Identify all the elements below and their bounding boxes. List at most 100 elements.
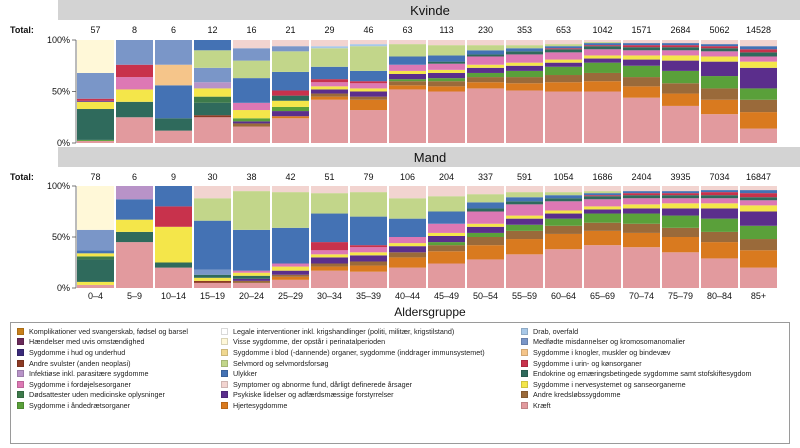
- x-tick-label: 50–54: [473, 291, 498, 301]
- bar-segment-ulykker: [77, 250, 114, 254]
- bar-segment-urin: [584, 45, 621, 47]
- x-tick-label: 80–84: [707, 291, 732, 301]
- bar-segment-symptomer: [428, 40, 465, 46]
- legend-label: Legale interventioner inkl. krigshandlin…: [233, 326, 455, 336]
- total-value: 6: [171, 25, 176, 35]
- bar-segment-symptomer: [662, 186, 699, 192]
- bar-segment-kraeft: [155, 267, 192, 288]
- x-tick-label: 70–74: [629, 291, 654, 301]
- y-tick-label: 100%: [47, 181, 70, 191]
- bar-segment-endokrin: [545, 198, 582, 202]
- bar-segment-fordoejelse: [662, 198, 699, 204]
- legend-swatch: [17, 359, 24, 367]
- bar-segment-kraeft: [545, 91, 582, 143]
- bar-segment-fordoejelse: [233, 270, 270, 273]
- bar-segment-kraeft: [77, 284, 114, 288]
- legend-item-doedsattester: Dødsattester uden medicinske oplysninger: [17, 390, 221, 401]
- bar-segment-urin: [701, 192, 738, 196]
- bar-segment-symptomer: [701, 40, 738, 45]
- bar-segment-nerve: [116, 219, 153, 232]
- legend-label: Komplikationer ved svangerskab, fødsel o…: [29, 326, 189, 336]
- bar-segment-nerve: [662, 203, 699, 209]
- bar-segment-kraeft: [350, 110, 387, 143]
- y-tick-label: 0%: [57, 283, 70, 293]
- bar-segment-endokrin: [506, 201, 543, 205]
- legend-swatch: [521, 370, 528, 378]
- total-value: 7034: [709, 172, 729, 182]
- bar-segment-selvmord: [545, 44, 582, 47]
- bar-segment-infektion: [116, 186, 153, 200]
- bar-segment-hjerte: [467, 82, 504, 89]
- legend-swatch: [17, 338, 24, 346]
- total-value: 1042: [592, 25, 612, 35]
- legend-item-medfoedte: Medfødte misdannelser og kromosomanomali…: [521, 337, 791, 348]
- bar-segment-aandedraet: [584, 62, 621, 73]
- bar-segment-hjerte: [506, 83, 543, 91]
- bar-segment-aandedraet: [623, 65, 660, 78]
- bar-segment-endokrin: [233, 275, 270, 279]
- bar-segment-medfoedte: [194, 269, 231, 275]
- bar-segment-hjerte: [584, 230, 621, 246]
- bar-segment-fordoejelse: [545, 52, 582, 60]
- bar-segment-fordoejelse: [584, 49, 621, 56]
- bar-segment-aandedraet: [545, 218, 582, 226]
- bar-segment-kredslob: [467, 237, 504, 246]
- bar-segment-endokrin: [740, 52, 777, 57]
- total-value: 46: [363, 25, 373, 35]
- y-tick-label: 50%: [52, 87, 70, 97]
- total-value: 6: [132, 172, 137, 182]
- bar-segment-ulykker: [506, 48, 543, 52]
- bar-segment-symptomer: [350, 40, 387, 45]
- legend-label: Sygdomme i knogler, muskler og bindevæv: [533, 347, 671, 357]
- bar-segment-kraeft: [233, 282, 270, 288]
- legend-label: Ulykker: [233, 369, 257, 379]
- bar-segment-kredslob: [233, 123, 270, 127]
- legend-item-aandedraet: Sygdomme i åndedrætsorganer: [17, 400, 221, 411]
- bar-segment-nerve: [272, 100, 309, 107]
- bar-segment-hjerte: [311, 266, 348, 271]
- total-label: Total:: [10, 172, 34, 182]
- bar-segment-selvmord: [584, 42, 621, 44]
- bar-segment-urin: [740, 49, 777, 53]
- bar-segment-fordoejelse: [701, 198, 738, 204]
- legend-item-drab: Drab, overfald: [521, 326, 791, 337]
- bar-segment-kredslob: [350, 261, 387, 266]
- legend-label: Andre kredsløbssygdomme: [533, 390, 621, 400]
- bar-segment-psykiske: [428, 72, 465, 79]
- bar-segment-nerve: [233, 110, 270, 119]
- bar-segment-nerve: [740, 205, 777, 212]
- legend-item-hud: Sygdomme i hud og underhud: [17, 347, 221, 358]
- bar-segment-hjerte: [428, 86, 465, 92]
- legend-label: Sygdomme i hud og underhud: [29, 347, 126, 357]
- bar-segment-psykiske: [545, 213, 582, 219]
- bar-segment-endokrin: [77, 109, 114, 140]
- total-value: 79: [363, 172, 373, 182]
- bar-segment-nerve: [545, 59, 582, 63]
- bar-segment-ulykker: [194, 40, 231, 51]
- bar-segment-aandedraet: [740, 88, 777, 100]
- legend-label: Sygdomme i nervesystemet og sanseorganer…: [533, 379, 686, 389]
- legend-swatch: [521, 359, 528, 367]
- bar-segment-kraeft: [155, 130, 192, 143]
- bar-segment-urin: [662, 45, 699, 48]
- legend-swatch: [521, 391, 528, 399]
- bar-segment-urin: [311, 242, 348, 251]
- total-value: 3935: [670, 172, 690, 182]
- bar-segment-aandedraet: [389, 79, 426, 82]
- bar-segment-fordoejelse: [311, 250, 348, 255]
- bar-segment-nerve: [116, 89, 153, 102]
- bar-segment-psykiske: [467, 226, 504, 233]
- bar-segment-symptomer: [545, 186, 582, 193]
- bar-segment-kraeft: [623, 97, 660, 143]
- bar-segment-psykiske: [623, 59, 660, 66]
- x-tick-label: 45–49: [434, 291, 459, 301]
- bar-segment-psykiske: [662, 208, 699, 216]
- bar-segment-kredslob: [467, 77, 504, 83]
- legend-item-infektion: Infektiøse inkl. parasitære sygdomme: [17, 368, 221, 379]
- bar-segment-endokrin: [116, 101, 153, 118]
- total-value: 78: [90, 172, 100, 182]
- bar-segment-endokrin: [662, 195, 699, 199]
- bar-segment-psykiske: [311, 257, 348, 264]
- bar-segment-kredslob: [428, 81, 465, 87]
- bar-segment-kraeft: [233, 126, 270, 143]
